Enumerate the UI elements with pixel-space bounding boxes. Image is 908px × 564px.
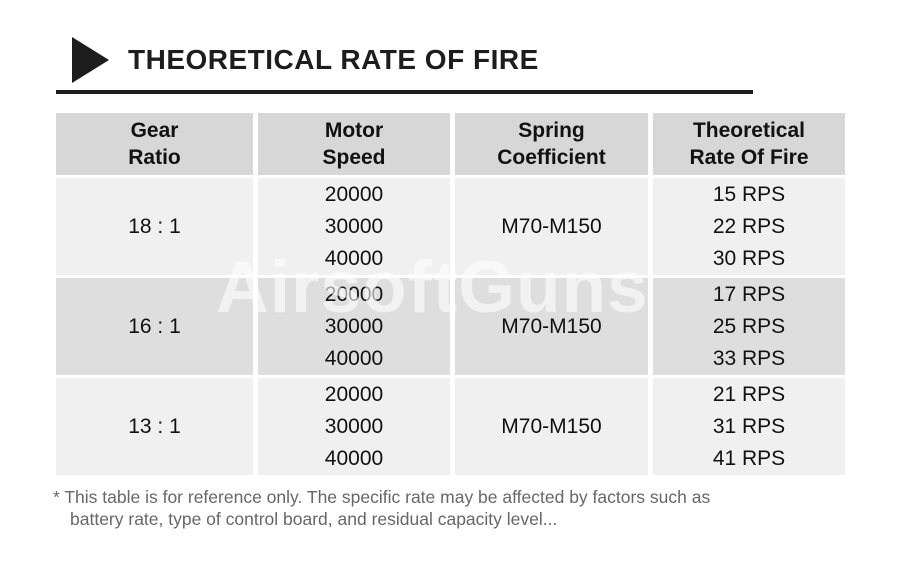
header-line: Coefficient [497,146,606,169]
rate-value: 25 RPS [712,314,786,338]
gear-ratio-cell: 13 : 1 [56,378,253,475]
header-gear-ratio: Gear Ratio [56,113,253,175]
rate-value: 17 RPS [712,282,786,306]
rate-value: 21 RPS [712,382,786,406]
spring-coefficient-cell: M70-M150 [455,178,648,275]
motor-speed-value: 40000 [324,446,384,470]
rate-of-fire-cell: 17 RPS 25 RPS 33 RPS [653,278,845,375]
rate-of-fire-cell: 15 RPS 22 RPS 30 RPS [653,178,845,275]
gear-ratio-cell: 18 : 1 [56,178,253,275]
motor-speed-value: 20000 [324,182,384,206]
header-line: Motor [324,119,384,142]
header-theoretical-rate: Theoretical Rate Of Fire [653,113,845,175]
rate-value: 31 RPS [712,414,786,438]
title-underline [56,90,753,94]
footnote: * This table is for reference only. The … [53,486,863,530]
header-line: Theoretical [692,119,806,142]
motor-speed-value: 40000 [324,346,384,370]
motor-speed-value: 40000 [324,246,384,270]
rate-value: 41 RPS [712,446,786,470]
rate-value: 30 RPS [712,246,786,270]
header-line: Ratio [128,146,181,169]
header-line: Rate Of Fire [689,146,809,169]
rate-value: 33 RPS [712,346,786,370]
rate-value: 15 RPS [712,182,786,206]
play-triangle-icon [72,37,109,83]
rate-of-fire-cell: 21 RPS 31 RPS 41 RPS [653,378,845,475]
footnote-line-1: * This table is for reference only. The … [53,487,711,507]
rate-value: 22 RPS [712,214,786,238]
header-line: Spring [518,119,585,142]
rate-of-fire-table: Gear Ratio Motor Speed Spring Coefficien… [56,113,845,475]
motor-speed-value: 30000 [324,414,384,438]
page-header: THEORETICAL RATE OF FIRE [72,30,539,90]
motor-speed-value: 20000 [324,382,384,406]
spring-coefficient-cell: M70-M150 [455,378,648,475]
motor-speed-cell: 20000 30000 40000 [258,378,450,475]
motor-speed-cell: 20000 30000 40000 [258,278,450,375]
header-motor-speed: Motor Speed [258,113,450,175]
footnote-line-2: battery rate, type of control board, and… [70,509,558,529]
gear-ratio-cell: 16 : 1 [56,278,253,375]
spring-coefficient-cell: M70-M150 [455,278,648,375]
page-title: THEORETICAL RATE OF FIRE [128,44,539,75]
header-spring-coefficient: Spring Coefficient [455,113,648,175]
motor-speed-value: 20000 [324,282,384,306]
header-line: Speed [322,146,386,169]
header-line: Gear [130,119,179,142]
motor-speed-value: 30000 [324,314,384,338]
motor-speed-value: 30000 [324,214,384,238]
motor-speed-cell: 20000 30000 40000 [258,178,450,275]
